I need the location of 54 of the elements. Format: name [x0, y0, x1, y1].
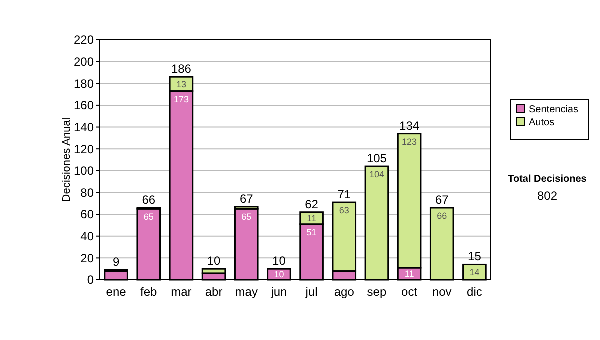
data-label: 65	[242, 212, 252, 222]
x-tick-label: ene	[106, 285, 127, 299]
y-tick-label: 100	[74, 164, 94, 178]
legend-label: Sentencias	[529, 104, 578, 116]
total-label: 67	[240, 192, 254, 206]
y-tick-label: 140	[74, 120, 94, 134]
total-label: 105	[366, 152, 388, 166]
x-tick-label: jun	[270, 285, 288, 299]
data-label: 14	[470, 268, 480, 278]
y-tick-label: 220	[74, 33, 94, 48]
x-tick-label: may	[235, 285, 258, 299]
data-label: 123	[402, 136, 418, 147]
x-tick-label: nov	[432, 285, 452, 299]
data-label: 51	[306, 227, 317, 238]
legend-label: Autos	[529, 118, 555, 128]
y-tick-label: 80	[80, 186, 94, 200]
x-tick-label: feb	[140, 285, 158, 299]
y-axis-title: Decisiones Anual	[61, 118, 73, 202]
total-label: 186	[171, 62, 192, 76]
x-tick-label: jul	[304, 285, 318, 299]
data-label: 173	[174, 94, 189, 104]
text: Total Decisiones	[508, 174, 588, 185]
data-label: 11	[307, 214, 316, 224]
data-label: 104	[369, 170, 384, 180]
total-label: 10	[207, 254, 222, 268]
y-tick-label: 20	[80, 251, 94, 266]
y-tick-label: 0	[87, 273, 94, 288]
x-tick-label: dic	[467, 285, 482, 299]
data-label: 65	[144, 212, 154, 222]
total-label: 134	[400, 118, 420, 133]
x-tick-label: mar	[171, 285, 192, 299]
total-label: 62	[305, 197, 319, 212]
data-label: 66	[437, 211, 448, 221]
total-label: 67	[435, 193, 450, 207]
y-tick-label: 60	[80, 208, 94, 222]
y-tick-label: 200	[74, 55, 94, 70]
total-label: 9	[112, 255, 120, 270]
x-tick-label: sep	[367, 285, 387, 299]
data-label: 63	[339, 206, 350, 216]
total-label: 71	[338, 188, 352, 202]
x-tick-label: oct	[402, 285, 418, 299]
total-label: 15	[468, 250, 482, 264]
text: 802	[537, 189, 558, 203]
total-label: 10	[272, 254, 286, 268]
data-label: 13	[176, 79, 186, 90]
y-tick-label: 40	[80, 230, 94, 244]
data-label: 10	[274, 270, 284, 280]
y-tick-label: 120	[74, 142, 94, 156]
x-tick-label: ago	[334, 285, 355, 299]
x-tick-label: abr	[205, 285, 223, 299]
y-tick-label: 180	[74, 76, 94, 91]
total-label: 66	[142, 193, 156, 207]
data-label: 11	[404, 269, 414, 280]
y-tick-label: 160	[74, 98, 94, 113]
